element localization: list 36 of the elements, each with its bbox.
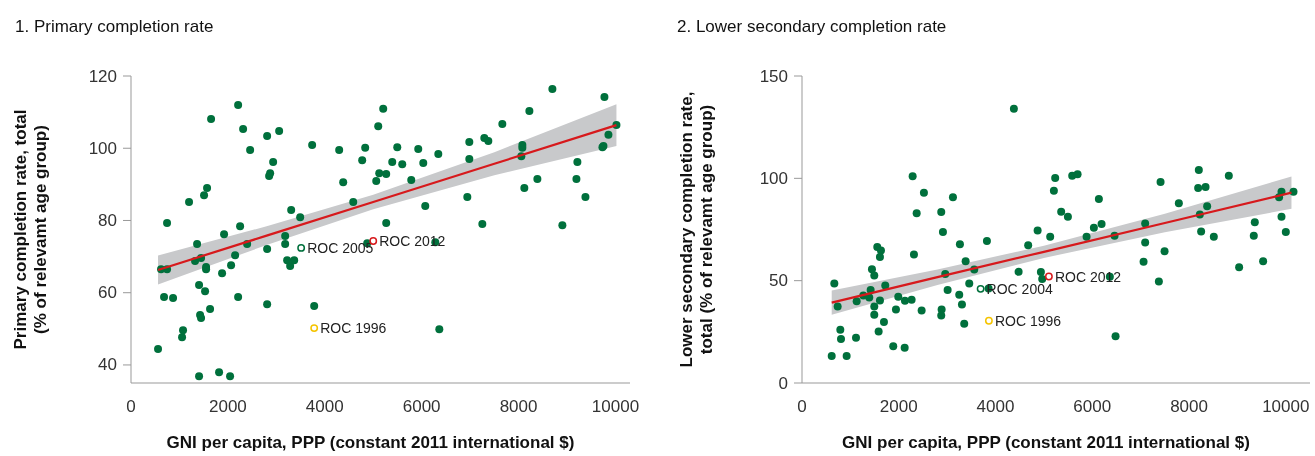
y-tick-label: 100 bbox=[759, 168, 788, 188]
x-tick-label: 8000 bbox=[499, 397, 538, 416]
x-tick-label: 0 bbox=[126, 397, 136, 416]
y-tick-label: 50 bbox=[769, 271, 788, 291]
y-tick-label: 60 bbox=[98, 283, 117, 303]
point bbox=[976, 284, 985, 293]
series-label: ROC 1996 bbox=[320, 320, 387, 337]
x-axis-title: GNI per capita, PPP (constant 2011 international $) bbox=[842, 433, 1250, 452]
y-axis-title: Lower secondary completion rate, total (% of relevamt age group) bbox=[677, 91, 716, 368]
x-tick-label: 6000 bbox=[1073, 397, 1112, 416]
x-tick-label: 4000 bbox=[305, 397, 344, 416]
x-tick-label: 2000 bbox=[208, 397, 247, 416]
series-label: ROC 2005 bbox=[307, 239, 374, 256]
point bbox=[1044, 272, 1053, 281]
point bbox=[297, 243, 306, 252]
x-tick-label: 2000 bbox=[879, 397, 918, 416]
y-tick-label: 150 bbox=[759, 66, 788, 86]
series-label: ROC 2004 bbox=[986, 280, 1053, 297]
x-tick-label: 0 bbox=[797, 397, 807, 416]
y-axis-title: Primary completion rate, total (% of relevamt age group) bbox=[11, 109, 50, 350]
point bbox=[310, 324, 319, 333]
x-tick-label: 10000 bbox=[1262, 397, 1310, 416]
y-tick-label: 0 bbox=[778, 373, 788, 393]
x-axis-title: GNI per capita, PPP (constant 2011 international $) bbox=[166, 433, 575, 452]
y-tick-label: 40 bbox=[98, 355, 117, 375]
series-label: ROC 1996 bbox=[994, 312, 1062, 329]
x-tick-label: 8000 bbox=[1170, 397, 1208, 416]
x-tick-label: 6000 bbox=[402, 397, 441, 416]
x-tick-label: 10000 bbox=[591, 397, 640, 416]
y-tick-label: 120 bbox=[88, 66, 117, 86]
y-tick-label: 80 bbox=[98, 210, 117, 230]
y-tick-label: 100 bbox=[88, 138, 117, 158]
point bbox=[984, 316, 993, 325]
chart-title: 1. Primary completion rate bbox=[15, 17, 214, 36]
chart-title: 2. Lower secondary completion rate bbox=[677, 17, 947, 36]
x-tick-label: 4000 bbox=[976, 397, 1015, 416]
